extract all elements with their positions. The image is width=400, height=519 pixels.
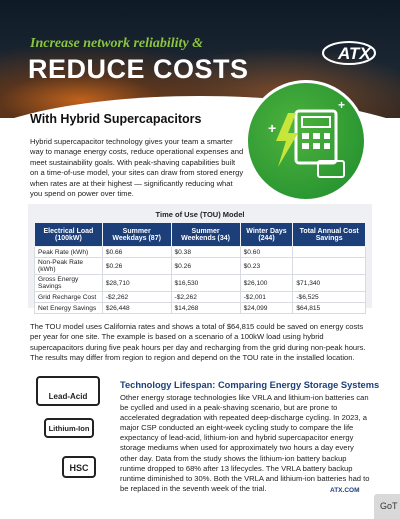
table-cell: Net Energy Savings	[34, 302, 103, 314]
table-cell: -$2,001	[239, 291, 294, 303]
calculator-graphic: ++	[268, 98, 345, 178]
table-cell: Grid Recharge Cost	[34, 291, 103, 303]
battery-icon: HSC	[62, 456, 96, 478]
table-row: Net Energy Savings $26,448 $14,268 $24,099 $…	[34, 302, 366, 314]
table-cell: $26,448	[101, 302, 172, 314]
table-header: Summer Weekdays (87)	[101, 222, 172, 247]
table-cell: -$2,262	[170, 291, 241, 303]
section-heading: Technology Lifespan: Comparing Energy St…	[120, 380, 380, 390]
table-row: Gross Energy Savings $28,710 $16,530 $26,10…	[34, 274, 366, 292]
table-cell	[292, 246, 366, 258]
icon-label: Lead-Acid	[48, 392, 88, 401]
tagline: Increase network reliability &	[30, 36, 204, 51]
table-panel: Time of Use (TOU) Model Electrical Load …	[28, 204, 372, 314]
table-cell: Non-Peak Rate (kWh)	[34, 257, 103, 275]
table-cell: $0.66	[101, 246, 172, 258]
table-cell: $26,100	[239, 274, 294, 292]
table-row: Non-Peak Rate (kWh) $0.26 $0.26 $0.23	[34, 257, 366, 275]
table-header: Total Annual Cost Savings	[292, 222, 366, 247]
tou-description: The TOU model uses California rates and …	[30, 322, 366, 363]
intro-text: Hybrid supercapacitor technology gives y…	[30, 137, 244, 199]
got-button[interactable]: GoT	[374, 494, 400, 519]
table-cell: $71,340	[292, 274, 366, 292]
table-cell: $0.23	[239, 257, 294, 275]
footer-url: ATX.COM	[330, 487, 360, 494]
icon-label: Lithium-Ion	[48, 424, 90, 433]
table-header: Summer Weekends (34)	[170, 222, 241, 247]
svg-text:+: +	[268, 120, 276, 136]
table-cell: $14,268	[170, 302, 241, 314]
subtitle: With Hybrid Supercapacitors	[30, 112, 202, 126]
table-row: Grid Recharge Cost -$2,262 -$2,262 -$2,001-…	[34, 291, 366, 303]
table-header: Electrical Load (100kW)	[34, 222, 103, 247]
table-cell: $28,710	[101, 274, 172, 292]
table-cell: -$2,262	[101, 291, 172, 303]
title: REDUCE COSTS	[28, 54, 249, 84]
table-cell: $0.26	[101, 257, 172, 275]
table-cell: $0.38	[170, 246, 241, 258]
logo: ATX	[338, 44, 371, 63]
logo-shape	[322, 41, 376, 65]
table-cell: $0.26	[170, 257, 241, 275]
table-cell: -$6,525	[292, 291, 366, 303]
battery-icon: Lead-Acid	[36, 376, 100, 406]
section-body: Other energy storage technologies like V…	[120, 393, 370, 493]
calculator-icon: + +	[245, 80, 367, 202]
table-cell	[292, 257, 366, 275]
table-cell: Gross Energy Savings	[34, 274, 103, 292]
table-row: Peak Rate (kWh) $0.66 $0.38 $0.60	[34, 246, 366, 258]
table-cell: $64,815	[292, 302, 366, 314]
battery-icon: Lithium-Ion	[44, 418, 94, 438]
svg-text:+: +	[338, 98, 345, 112]
table-cell: $16,530	[170, 274, 241, 292]
table-cell: $24,099	[239, 302, 294, 314]
table-title: Time of Use (TOU) Model	[155, 210, 245, 219]
table-cell: Peak Rate (kWh)	[34, 246, 103, 258]
table-header: Winter Days (244)	[239, 222, 294, 247]
icon-label: HSC	[69, 463, 89, 473]
tou-table: Electrical Load (100kW) Summer Weekdays (…	[34, 222, 366, 314]
table-cell: $0.60	[239, 246, 294, 258]
